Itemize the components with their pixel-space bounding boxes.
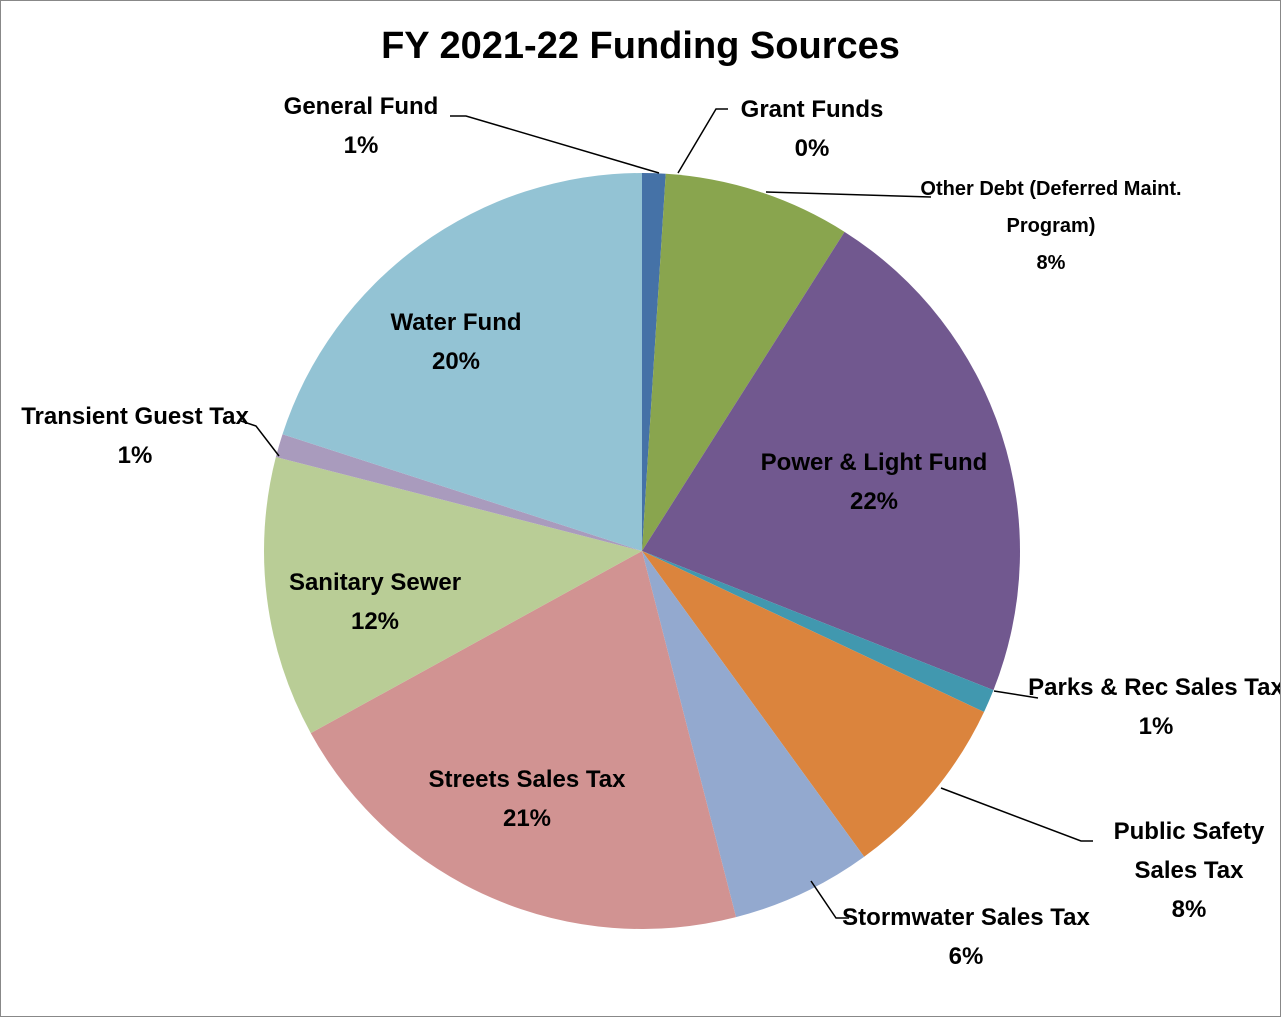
pie-slice xyxy=(642,551,985,857)
slice-label: Public Safety Sales Tax 8% xyxy=(1094,812,1280,929)
slice-label: Transient Guest Tax 1% xyxy=(20,397,250,475)
category-name: Sanitary Sewer xyxy=(288,569,462,596)
category-name: Public Safety Sales Tax xyxy=(1113,818,1265,884)
chart-title: FY 2021-22 Funding Sources xyxy=(381,25,900,67)
leader-line xyxy=(810,880,849,919)
leader-line xyxy=(240,420,280,457)
category-name: Parks & Rec Sales Tax xyxy=(1028,674,1281,701)
category-name: Other Debt (Deferred Maint. Program) xyxy=(920,178,1182,237)
slice-label: Power & Light Fund 22% xyxy=(759,443,989,521)
value-label: 6% xyxy=(948,943,984,970)
pie-slice xyxy=(282,172,642,551)
slice-label: Other Debt (Deferred Maint. Program) 8% xyxy=(916,171,1186,282)
value-label: 12% xyxy=(350,608,400,635)
value-label: 20% xyxy=(431,348,481,375)
pie-slice xyxy=(642,551,865,918)
value-label: 0% xyxy=(794,135,830,162)
slice-label: Water Fund 20% xyxy=(346,303,566,381)
category-name: Water Fund xyxy=(390,309,522,336)
leader-line xyxy=(677,108,728,174)
pie-slice xyxy=(310,551,737,929)
slice-label: Parks & Rec Sales Tax 1% xyxy=(1026,668,1281,746)
pie-slice xyxy=(642,551,994,712)
value-label: 21% xyxy=(502,805,552,832)
slice-label: Streets Sales Tax 21% xyxy=(397,760,657,838)
slice-label: General Fund 1% xyxy=(251,87,471,165)
value-label: 8% xyxy=(1036,252,1066,274)
category-name: General Fund xyxy=(283,93,439,120)
slice-label: Sanitary Sewer 12% xyxy=(255,563,495,641)
category-name: Grant Funds xyxy=(740,96,884,123)
value-label: 8% xyxy=(1171,896,1207,923)
category-name: Transient Guest Tax xyxy=(21,403,249,430)
value-label: 1% xyxy=(117,442,153,469)
pie-slice xyxy=(642,173,845,551)
category-name: Power & Light Fund xyxy=(760,449,988,476)
value-label: 1% xyxy=(343,132,379,159)
pie-slice xyxy=(275,434,642,551)
category-name: Streets Sales Tax xyxy=(428,766,626,793)
value-label: 22% xyxy=(849,488,899,515)
leader-line xyxy=(450,115,660,174)
leader-line xyxy=(765,191,932,198)
leader-line xyxy=(940,787,1093,842)
value-label: 1% xyxy=(1138,713,1174,740)
slice-label: Stormwater Sales Tax 6% xyxy=(836,898,1096,976)
pie-slice xyxy=(642,231,1020,691)
pie-slice xyxy=(264,456,642,734)
leader-line xyxy=(993,690,1039,699)
slice-label: Grant Funds 0% xyxy=(712,90,912,168)
category-name: Stormwater Sales Tax xyxy=(842,904,1090,931)
pie-slice xyxy=(642,173,666,551)
